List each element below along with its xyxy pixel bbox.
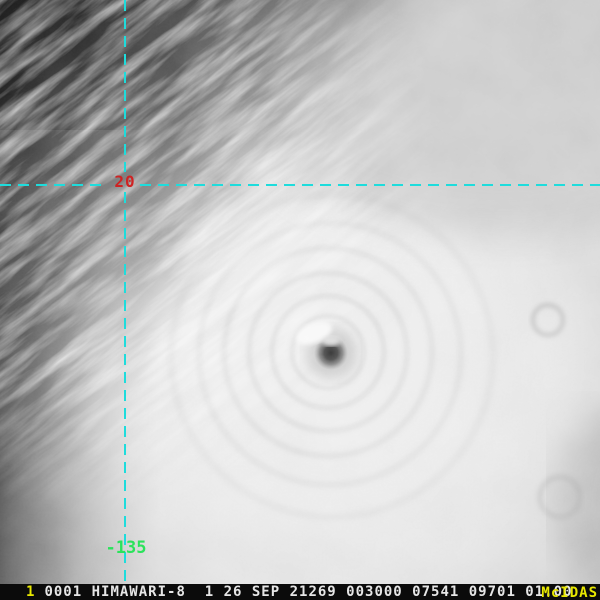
coordinate-label: -135 bbox=[105, 538, 147, 558]
frame-number: 1 bbox=[26, 584, 36, 600]
cursor-value-label: 20 bbox=[114, 172, 136, 191]
crosshair-horizontal-line-right[interactable] bbox=[140, 184, 600, 186]
mcidas-logo: McIDAS bbox=[541, 585, 598, 600]
crosshair-horizontal-line-left[interactable] bbox=[0, 184, 108, 186]
image-info-text: 0001 HIMAWARI-8 1 26 SEP 21269 003000 07… bbox=[44, 584, 573, 600]
crosshair-vertical-line-bottom[interactable] bbox=[124, 192, 126, 584]
status-bar: 1 0001 HIMAWARI-8 1 26 SEP 21269 003000 … bbox=[0, 584, 600, 600]
crosshair-vertical-line-top[interactable] bbox=[124, 0, 126, 172]
